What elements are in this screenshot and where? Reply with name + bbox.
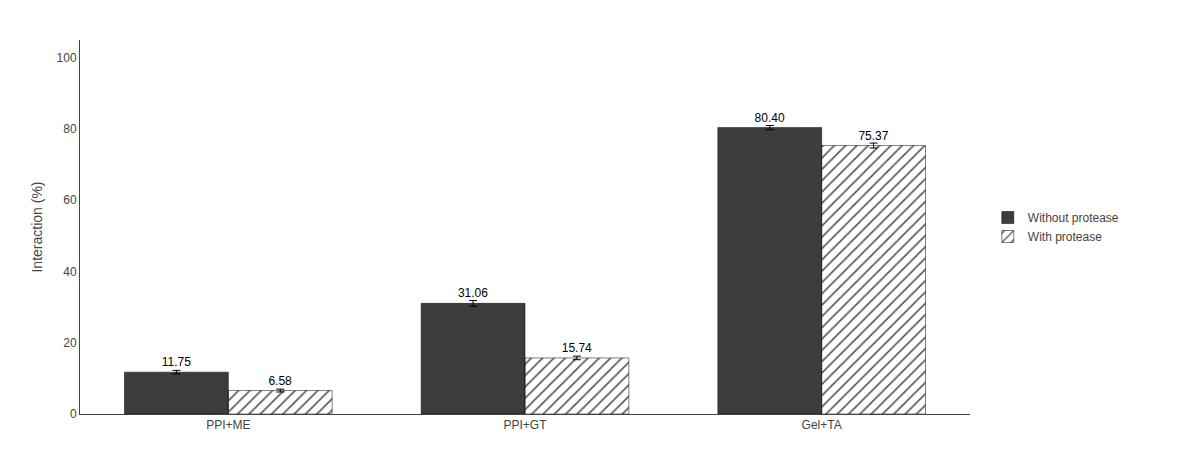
svg-text:PPI+GT: PPI+GT — [503, 418, 547, 432]
svg-text:With protease: With protease — [1028, 230, 1102, 244]
svg-text:31.06: 31.06 — [458, 286, 488, 300]
svg-text:PPI+ME: PPI+ME — [206, 418, 250, 432]
svg-text:80.40: 80.40 — [755, 111, 785, 125]
svg-text:80: 80 — [63, 122, 77, 136]
svg-text:Gel+TA: Gel+TA — [802, 418, 842, 432]
svg-text:Without protease: Without protease — [1028, 211, 1119, 225]
svg-text:20: 20 — [63, 336, 77, 350]
svg-text:60: 60 — [63, 193, 77, 207]
svg-text:Interaction (%): Interaction (%) — [29, 181, 45, 272]
svg-text:15.74: 15.74 — [562, 341, 592, 355]
svg-text:11.75: 11.75 — [162, 355, 191, 369]
svg-text:100: 100 — [57, 51, 77, 65]
svg-text:75.37: 75.37 — [858, 129, 888, 143]
svg-text:40: 40 — [63, 265, 77, 279]
svg-text:6.58: 6.58 — [268, 374, 292, 388]
svg-text:0: 0 — [70, 407, 77, 421]
